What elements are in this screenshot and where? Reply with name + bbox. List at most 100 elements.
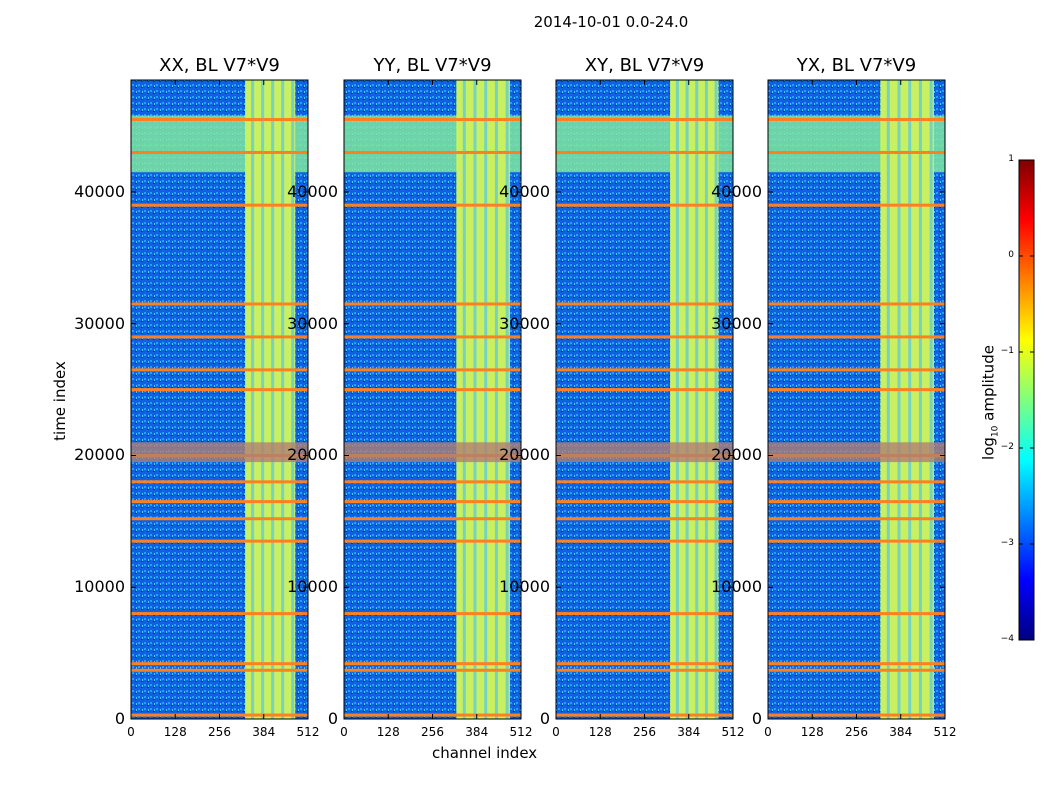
band-stripe: [291, 80, 295, 719]
x-tick-label: 128: [163, 725, 187, 739]
y-tick-label: 20000: [74, 445, 125, 465]
x-tick-label: 384: [889, 725, 913, 739]
flagged-row: [768, 668, 945, 672]
flagged-row: [556, 302, 733, 306]
y-tick-label: 0: [327, 709, 338, 728]
flagged-row: [131, 203, 308, 207]
panel-3: [767, 79, 946, 720]
flagged-row: [344, 302, 521, 306]
flagged-row: [556, 539, 733, 543]
flagged-row: [556, 517, 733, 521]
y-tick-label: 10000: [74, 577, 125, 597]
band-stripe: [929, 80, 933, 719]
flagged-row: [131, 388, 308, 392]
colorbar-tick-label: −2: [1000, 442, 1014, 452]
flagged-row: [768, 480, 945, 484]
flagged-row: [131, 668, 308, 672]
flagged-row: [768, 662, 945, 666]
flagged-row: [344, 612, 521, 616]
x-tick-label: 0: [764, 725, 772, 739]
x-tick-label: 128: [376, 725, 400, 739]
y-tick-label: 40000: [499, 181, 550, 201]
band-stripe: [685, 80, 689, 719]
flagged-row: [131, 368, 308, 372]
flagged-row: [556, 500, 733, 504]
x-tick-label: 256: [633, 725, 656, 739]
x-tick-label: 0: [552, 725, 560, 739]
band-stripe: [462, 80, 466, 719]
y-tick-label: 0: [539, 709, 550, 728]
colorbar-tick-label: −4: [1000, 634, 1014, 644]
x-tick-label: 512: [721, 725, 745, 739]
flagged-row: [344, 118, 521, 122]
flagged-row: [131, 335, 308, 339]
flagged-row: [344, 150, 521, 154]
band-stripe: [473, 80, 477, 719]
colorbar-tick-label: −1: [1000, 346, 1014, 356]
x-tick-label: 384: [677, 725, 701, 739]
flagged-row: [768, 517, 945, 521]
flagged-row: [344, 388, 521, 392]
flagged-row: [131, 118, 308, 122]
band-stripe: [675, 80, 679, 719]
panel-title: XY, BL V7*V9: [584, 55, 705, 76]
colorbar-tick-label: 1: [1008, 154, 1014, 164]
band-stripe: [271, 80, 275, 719]
flagged-row: [556, 612, 733, 616]
flagged-row: [556, 662, 733, 666]
flagged-row: [344, 668, 521, 672]
flagged-row: [768, 150, 945, 154]
y-axis-label: time index: [51, 361, 69, 441]
flagged-row: [768, 500, 945, 504]
band-stripe: [505, 80, 509, 719]
colorbar-label: log10 amplitude: [979, 345, 1001, 460]
colorbar-tick-label: −3: [1000, 538, 1014, 548]
flagged-row: [556, 480, 733, 484]
y-tick-label: 0: [751, 709, 762, 728]
x-tick-label: 128: [588, 725, 612, 739]
flagged-row: [131, 480, 308, 484]
flagged-row: [768, 203, 945, 207]
y-tick-label: 40000: [74, 181, 125, 201]
band-stripe: [704, 80, 708, 719]
flagged-row: [131, 539, 308, 543]
flagged-row: [768, 612, 945, 616]
band-stripe: [897, 80, 901, 719]
flagged-row: [768, 388, 945, 392]
x-tick-label: 512: [296, 725, 320, 739]
x-tick-label: 384: [252, 725, 276, 739]
flagged-row: [344, 335, 521, 339]
flagged-row: [768, 118, 945, 122]
x-tick-label: 384: [465, 725, 489, 739]
panel-2: [555, 79, 734, 720]
x-tick-label: 512: [933, 725, 957, 739]
y-tick-label: 40000: [287, 181, 338, 201]
band-stripe: [281, 80, 285, 719]
band-stripe: [251, 80, 255, 719]
y-tick-label: 40000: [711, 181, 762, 201]
flagged-block: [556, 442, 733, 463]
flagged-row: [768, 539, 945, 543]
flagged-row: [556, 668, 733, 672]
band-stripe: [484, 80, 488, 719]
y-tick-label: 10000: [287, 577, 338, 597]
flagged-row: [768, 368, 945, 372]
flagged-row: [556, 335, 733, 339]
colorbar: [1018, 159, 1035, 641]
band-stripe: [918, 80, 922, 719]
flagged-row: [131, 500, 308, 504]
x-tick-label: 0: [340, 725, 348, 739]
band-stripe: [695, 80, 699, 719]
y-tick-label: 20000: [287, 445, 338, 465]
band-stripe: [261, 80, 265, 719]
panel-title: YX, BL V7*V9: [796, 55, 917, 76]
colorbar-tick-label: 0: [1008, 250, 1014, 260]
flagged-row: [344, 203, 521, 207]
x-tick-label: 256: [845, 725, 868, 739]
flagged-row: [344, 517, 521, 521]
band-stripe: [714, 80, 718, 719]
flagged-row: [344, 500, 521, 504]
flagged-row: [556, 388, 733, 392]
x-axis-label: channel index: [432, 744, 538, 762]
